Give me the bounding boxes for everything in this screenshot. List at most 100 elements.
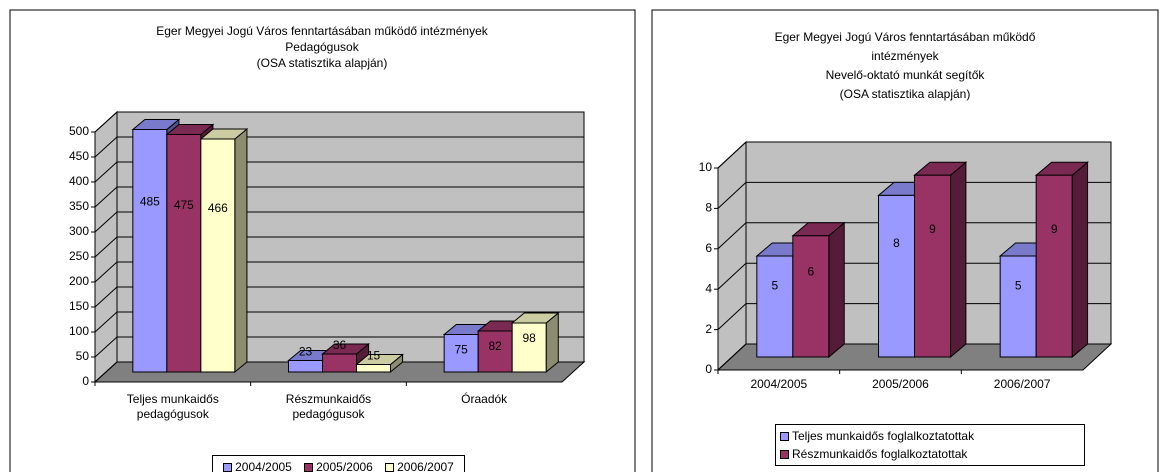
data-label: 75	[454, 343, 468, 357]
data-label: 5	[771, 278, 778, 292]
grid-line	[94, 286, 118, 308]
y-tick-label: 100	[69, 324, 89, 338]
x-tick-label: 2004/2005	[750, 377, 808, 391]
legend-label: 2005/2006	[316, 460, 373, 472]
legend-item: 2006/2007	[385, 458, 454, 472]
data-label: 9	[929, 222, 936, 236]
y-tick-label: 0	[705, 362, 712, 376]
chart-title: Nevelő-oktató munkát segítők	[826, 68, 986, 82]
data-label: 15	[367, 349, 381, 363]
grid-line	[94, 211, 118, 233]
data-label: 36	[333, 338, 347, 352]
bar-side	[1071, 161, 1089, 359]
x-tick-label: 2005/2006	[872, 377, 929, 391]
legend-label: 2004/2005	[235, 460, 292, 472]
legend-swatch	[780, 431, 789, 441]
chart-title: Eger Megyei Jogú Város fenntartásában mű…	[775, 30, 1036, 44]
y-tick-label: 450	[69, 149, 89, 163]
y-tick-label: 0	[82, 374, 89, 388]
legend: 2004/2005 2005/2006 2006/2007	[212, 455, 465, 472]
legend-swatch	[304, 462, 314, 472]
chart-title: (OSA statisztika alapján)	[840, 87, 971, 101]
y-tick-label: 6	[705, 241, 712, 255]
bar	[477, 330, 513, 373]
bar	[756, 255, 794, 358]
bar-side	[234, 127, 248, 374]
bar-side	[828, 221, 845, 359]
data-label: 23	[299, 345, 313, 359]
grid-line	[94, 311, 118, 333]
legend-swatch	[223, 462, 233, 472]
grid-line	[94, 161, 118, 183]
data-label: 8	[893, 236, 900, 250]
bar	[792, 235, 830, 358]
legend-label: 2006/2007	[397, 460, 454, 472]
grid-line	[717, 182, 747, 209]
legend-item: 2004/2005	[223, 458, 292, 472]
grid-line	[717, 222, 747, 250]
grid-line	[94, 361, 118, 383]
y-tick-label: 500	[69, 124, 89, 138]
x-tick-label: Teljes munkaidős pedagógusok	[126, 392, 219, 421]
grid-line	[717, 141, 747, 169]
data-label: 6	[807, 264, 814, 278]
chart-title: intézmények	[871, 49, 939, 63]
y-tick-label: 350	[69, 199, 89, 213]
legend-item: 2005/2006	[304, 458, 373, 472]
grid-line	[717, 343, 747, 371]
bar	[999, 255, 1037, 358]
legend-label: Teljes munkaidős foglalkoztatottak	[792, 429, 975, 443]
x-tick-label: 2006/2007	[993, 377, 1051, 391]
bar	[356, 364, 391, 373]
data-label: 98	[522, 331, 536, 345]
bar	[914, 174, 951, 358]
chart-title: Pedagógusok	[285, 40, 359, 54]
x-tick-label: Részmunkaidős pedagógusok	[285, 392, 372, 421]
data-label: 475	[174, 198, 194, 212]
grid-line	[94, 336, 118, 358]
legend-swatch	[780, 449, 789, 459]
y-tick-label: 2	[705, 322, 712, 336]
grid-line	[717, 303, 747, 330]
data-label: 5	[1015, 278, 1022, 292]
y-tick-label: 10	[699, 160, 713, 174]
bar	[166, 134, 202, 373]
bar	[322, 353, 357, 373]
y-tick-label: 4	[705, 281, 712, 295]
chart-title: (OSA statisztika alapján)	[257, 56, 388, 70]
legend: Teljes munkaidős foglalkoztatottak Részmu…	[775, 424, 1085, 466]
side-wall	[717, 140, 747, 372]
grid-line	[94, 236, 118, 258]
data-label: 485	[140, 194, 160, 208]
y-tick-label: 8	[705, 201, 712, 215]
grid-line	[94, 186, 118, 208]
legend-label: Részmunkaidős foglalkoztatottak	[792, 447, 968, 461]
y-tick-label: 400	[69, 174, 89, 188]
grid-line	[717, 262, 747, 290]
data-label: 9	[1051, 222, 1058, 236]
legend-swatch	[385, 462, 395, 472]
y-tick-label: 50	[76, 349, 90, 363]
bar	[288, 360, 323, 373]
data-label: 82	[488, 339, 502, 353]
bar	[200, 138, 236, 373]
bar	[878, 194, 915, 358]
y-tick-label: 300	[69, 224, 89, 238]
data-label: 466	[208, 201, 228, 215]
bar	[511, 322, 547, 373]
grid-line	[94, 136, 118, 158]
y-tick-label: 150	[69, 299, 89, 313]
grid-line	[94, 261, 118, 283]
bar	[132, 129, 168, 373]
y-tick-label: 200	[69, 274, 89, 288]
chart-title: Eger Megyei Jogú Város fenntartásában mű…	[156, 24, 489, 38]
x-tick-label: Óraadók	[461, 392, 508, 406]
bar	[1035, 174, 1073, 358]
y-tick-label: 250	[69, 249, 89, 263]
bar-side	[950, 161, 967, 359]
grid-line	[94, 111, 118, 133]
legend-item: Részmunkaidős foglalkoztatottak	[780, 445, 1080, 463]
legend-item: Teljes munkaidős foglalkoztatottak	[780, 427, 1080, 445]
